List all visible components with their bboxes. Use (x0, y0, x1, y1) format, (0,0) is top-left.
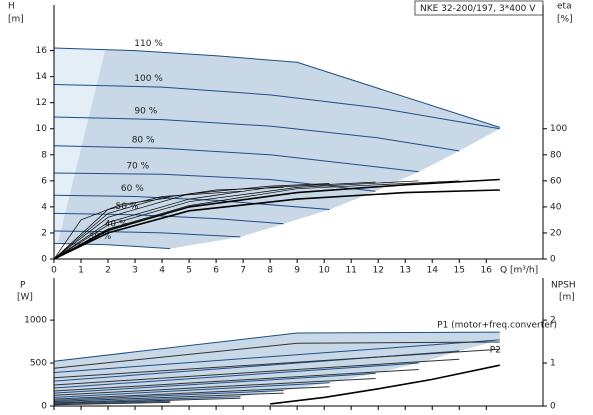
line (53, 331, 500, 362)
y2-tick-label: 2 (550, 316, 556, 326)
line (53, 392, 284, 402)
y2-line (53, 197, 171, 260)
y2-tick-label: 0 (550, 402, 556, 412)
curve-label: 100 % (134, 74, 163, 84)
line (53, 172, 376, 192)
curve-label: 40 % (105, 219, 128, 229)
y-tick-label: 8 (41, 150, 47, 160)
y-tick-label: 0 (41, 402, 47, 412)
line (53, 194, 330, 210)
y2-unit: [m] (559, 293, 575, 303)
y-tick-label: 16 (36, 46, 48, 56)
x-tick-label: 5 (186, 266, 192, 276)
y2-line (53, 181, 376, 260)
y-label: H (8, 2, 15, 12)
line (53, 362, 419, 389)
y-tick-label: 0 (41, 255, 47, 265)
line (53, 348, 500, 379)
series-label: P2 (490, 346, 501, 356)
curve-label: 70 % (126, 162, 149, 172)
y2-label: NPSH (551, 281, 576, 291)
x-tick-label: 1 (78, 266, 84, 276)
x-tick-label: 15 (454, 266, 465, 276)
x-tick-label: 2 (105, 266, 111, 276)
y-tick-label: 500 (30, 359, 47, 369)
x-tick-label: 6 (213, 266, 219, 276)
y-tick-label: 12 (36, 98, 47, 108)
y-unit: [W] (17, 293, 33, 303)
x-tick-label: 12 (372, 266, 383, 276)
x-tick-label: 16 (481, 266, 493, 276)
line (53, 358, 460, 386)
min-flow-area (54, 47, 106, 259)
y2-tick-label: 100 (550, 124, 567, 134)
line (53, 378, 376, 396)
x-tick-label: 7 (240, 266, 246, 276)
x-tick-label: 9 (294, 266, 300, 276)
series-label: P1 (motor+freq.converter) (437, 321, 557, 331)
curve-label: 90 % (134, 107, 157, 117)
line (53, 339, 500, 373)
y2-line (53, 189, 500, 260)
y-tick-label: 1000 (24, 316, 47, 326)
y2-tick-label: 0 (550, 255, 556, 265)
y-unit: [m] (8, 15, 24, 25)
line (53, 84, 500, 130)
y-tick-label: 6 (41, 176, 47, 186)
line (53, 386, 330, 400)
y2-line (53, 187, 284, 260)
y2-tick-label: 60 (550, 176, 562, 186)
line (53, 341, 500, 369)
x-tick-label: 11 (345, 266, 356, 276)
curve-label: 50 % (116, 202, 139, 212)
y2-line (53, 178, 500, 260)
x-label: Q [m³/h] (500, 266, 538, 276)
y-tick-label: 2 (41, 228, 47, 238)
y2-line (53, 190, 241, 260)
y2-tick-label: 40 (550, 202, 562, 212)
line (53, 401, 171, 406)
x-tick-label: 8 (267, 266, 273, 276)
y2-tick-label: 20 (550, 228, 562, 238)
y-tick-label: 14 (36, 72, 48, 82)
y2-line (53, 180, 419, 260)
line (53, 400, 171, 405)
x-tick-label: 0 (51, 266, 57, 276)
y2-tick-label: 1 (550, 359, 556, 369)
line (53, 47, 500, 128)
curve-label: 110 % (134, 39, 163, 49)
x-tick-label: 3 (132, 266, 138, 276)
line (53, 145, 419, 173)
line (53, 212, 284, 225)
y-tick-label: 10 (36, 124, 48, 134)
line (53, 369, 419, 392)
x-tick-label: 10 (318, 266, 330, 276)
line (53, 397, 241, 404)
line (53, 116, 460, 152)
y2-label: eta (557, 2, 572, 12)
line (53, 390, 284, 401)
x-tick-label: 4 (159, 266, 165, 276)
y2-line (270, 364, 500, 405)
y2-line (53, 180, 460, 260)
x-tick-label: 13 (399, 266, 410, 276)
x-tick-label: 14 (427, 266, 439, 276)
curve-label: 80 % (132, 135, 155, 145)
y2-unit: [%] (557, 15, 573, 25)
line (53, 230, 241, 238)
y2-tick-label: 80 (550, 150, 562, 160)
line (53, 396, 241, 404)
curve-label: 60 % (121, 184, 144, 194)
line (53, 382, 330, 398)
y-tick-label: 4 (41, 202, 47, 212)
y-label: P (20, 281, 26, 291)
line (53, 372, 376, 394)
chart-title: NKE 32-200/197, 3*400 V (420, 4, 536, 14)
